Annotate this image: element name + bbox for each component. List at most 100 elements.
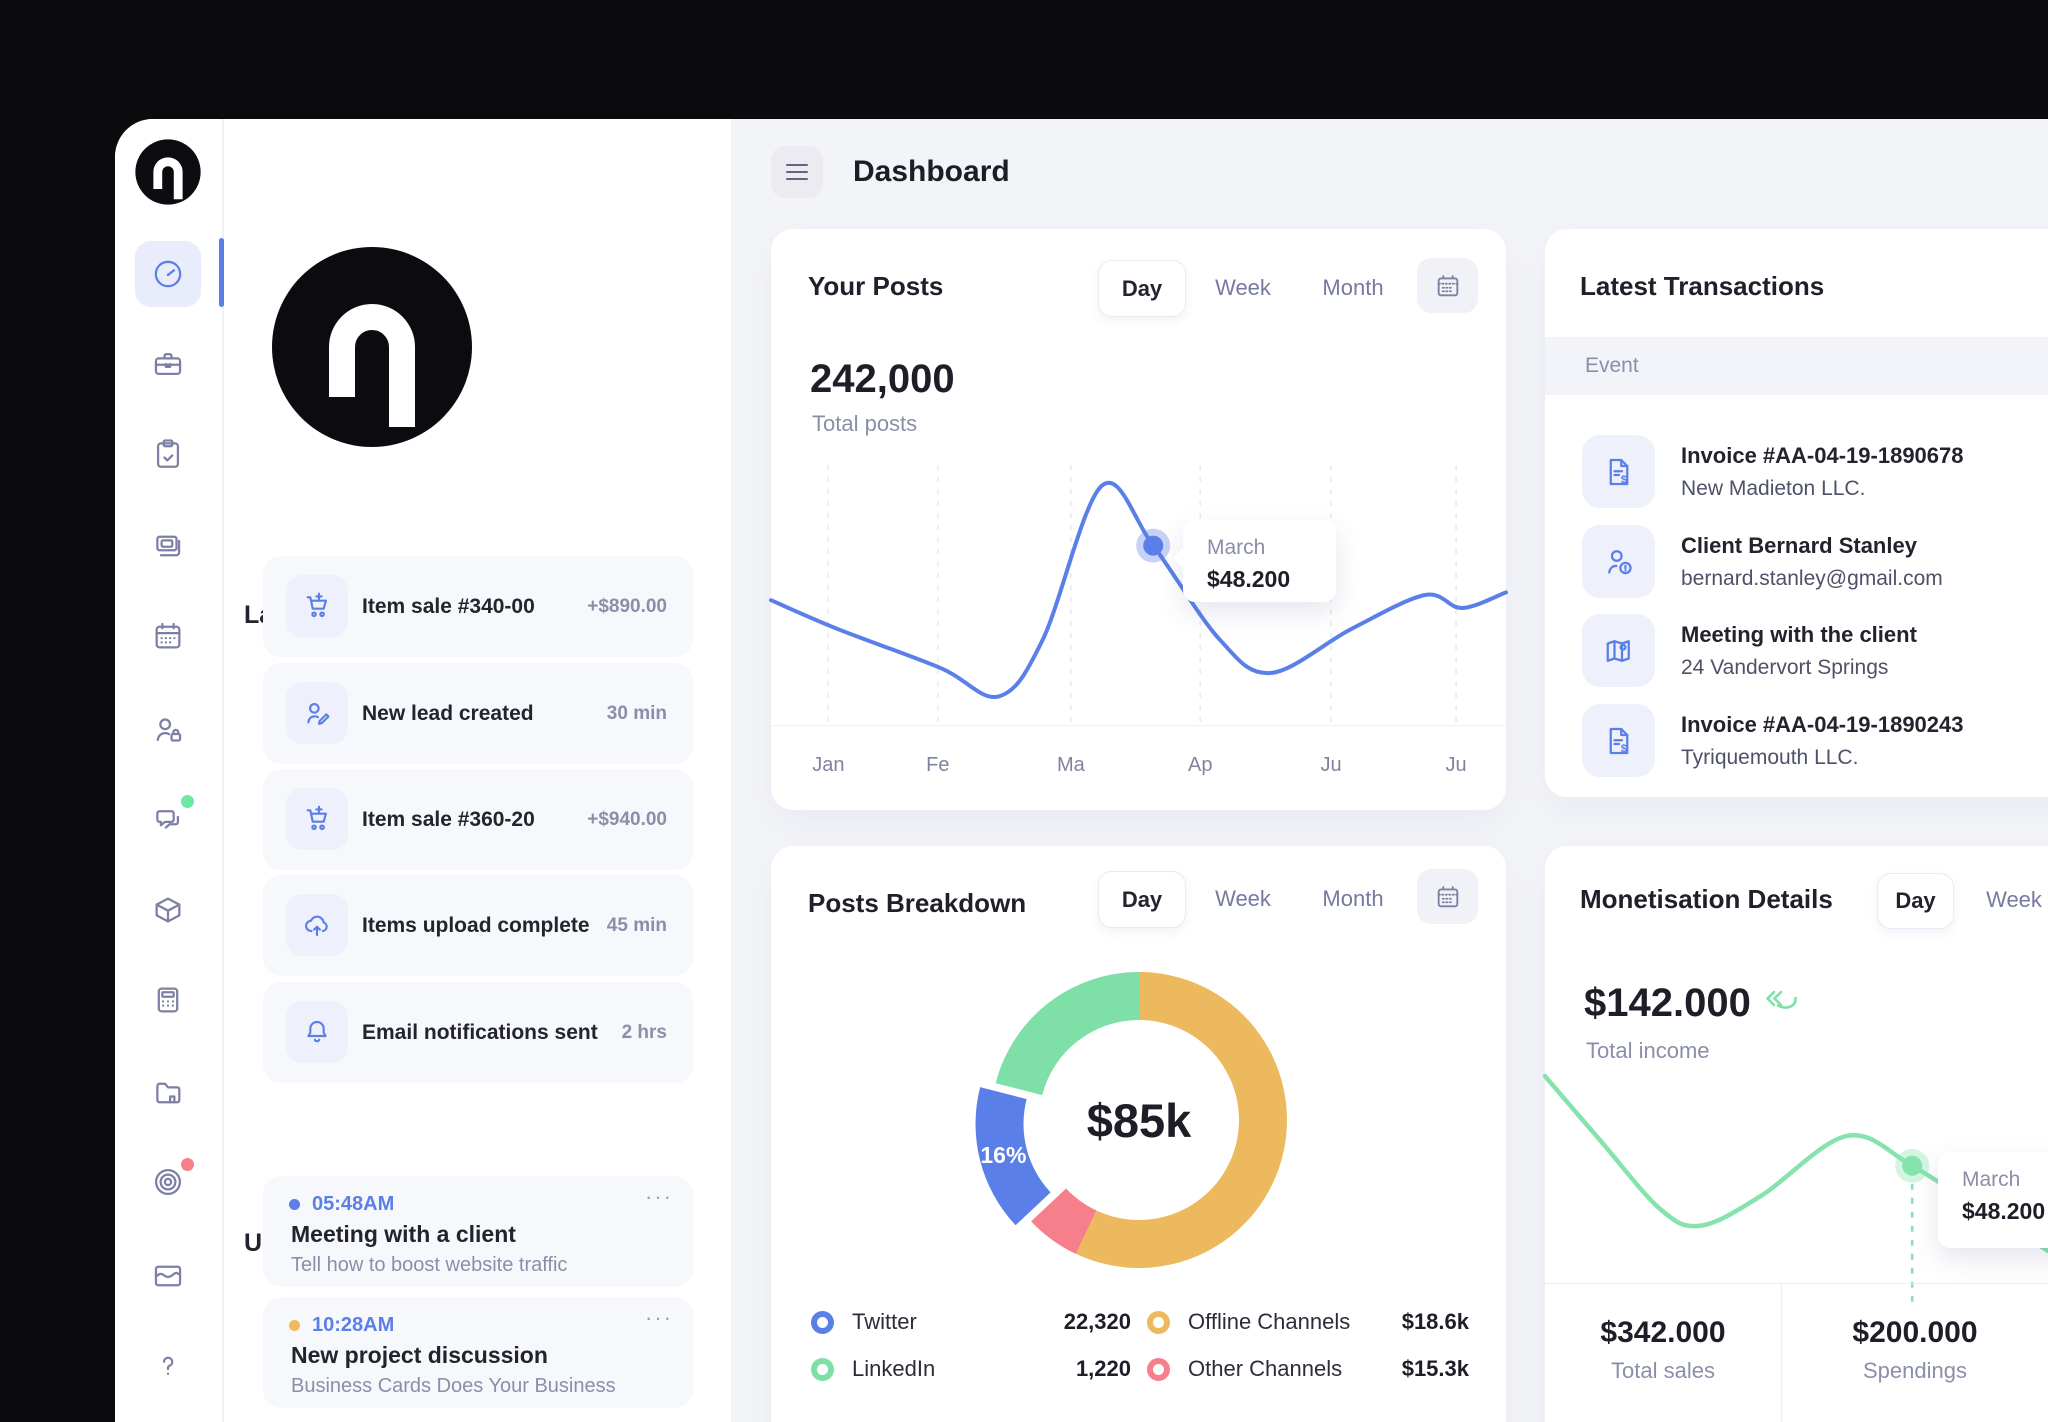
legend-value: $15.3k [1401,1356,1469,1381]
x-tick: Ju [1320,754,1342,776]
legend-item: Offline Channels $18.6k [1147,1300,1469,1344]
target-notification-dot [181,1158,194,1171]
tooltip-value: $48.200 [1962,1198,2046,1224]
app-window: Latest news Item sale #340-00 +$890.00 N… [115,119,2048,1422]
chat-icon[interactable] [151,802,185,836]
transaction-row[interactable]: Meeting with the client 24 Vandervort Sp… [1582,614,2048,694]
analytics-chart-icon[interactable] [151,1259,185,1293]
transactions-column-header: Event [1545,337,2048,395]
cart-plus-icon [286,788,348,850]
legend-value: 1,220 [1075,1356,1131,1381]
event-item[interactable]: 10:28AM ··· New project discussion Busin… [263,1297,693,1408]
windows-stack-icon[interactable] [151,529,185,563]
spendings-label: Spendings [1863,1358,1967,1383]
brand-logo-large [272,247,472,447]
legend-item: Other Channels $15.3k [1147,1347,1469,1391]
legend-label: Other Channels [1188,1356,1343,1381]
your-posts-card: Your Posts Day Week Month 242,000 Total … [769,229,1508,811]
news-item-title: Email notifications sent [362,1020,598,1044]
user-edit-icon [286,682,348,744]
transaction-row[interactable]: $ Invoice #AA-04-19-1890243 Tyriquemouth… [1582,704,2048,784]
legend-dot [811,1357,834,1381]
news-item[interactable]: Email notifications sent 2 hrs [263,982,693,1083]
x-axis: Jan Fe Ma Ap Ju Ju [771,725,1506,811]
event-time-dot [289,1199,300,1210]
svg-text:$: $ [1620,473,1627,485]
news-item-title: Item sale #340-00 [362,594,535,618]
tab-week[interactable]: Week [1215,885,1271,911]
event-menu-button[interactable]: ··· [645,1305,673,1330]
briefcase-icon[interactable] [151,347,185,381]
news-panel: Latest news Item sale #340-00 +$890.00 N… [223,119,731,1422]
transaction-row[interactable]: Client Bernard Stanley bernard.stanley@g… [1582,525,2048,605]
transaction-subtitle: New Madieton LLC. [1681,477,1866,500]
help-icon[interactable] [151,1349,185,1383]
chart-tooltip: March $48.200 [1183,520,1336,602]
svg-text:16%: 16% [980,1142,1026,1168]
posts-line-chart[interactable] [769,465,1508,725]
tab-week[interactable]: Week [1986,887,2042,912]
dashboard-gauge-icon[interactable] [151,257,185,291]
x-tick: Fe [926,754,950,776]
folder-icon[interactable] [151,1076,185,1110]
news-item-title: Items upload complete [362,913,590,937]
event-subtitle: Tell how to boost website traffic [291,1254,568,1276]
legend-value: 22,320 [1063,1309,1131,1334]
clipboard-check-icon[interactable] [151,437,185,471]
legend-item: Twitter 22,320 [811,1300,1131,1344]
target-icon[interactable] [151,1165,185,1199]
event-subtitle: Business Cards Does Your Business [291,1375,616,1397]
news-item-title: New lead created [362,701,534,725]
chat-notification-dot [181,795,194,808]
transaction-title: Meeting with the client [1681,622,1917,647]
event-item[interactable]: 05:48AM ··· Meeting with a client Tell h… [263,1176,693,1287]
tab-day[interactable]: Day [1098,260,1186,317]
transaction-row[interactable]: $ Invoice #AA-04-19-1890678 New Madieton… [1582,435,2048,515]
transaction-subtitle: 24 Vandervort Springs [1681,656,1889,679]
legend-label: LinkedIn [852,1356,936,1381]
cube-icon[interactable] [151,893,185,927]
posts-breakdown-card: Posts Breakdown Day Week Month 16% $85k … [771,846,1506,1422]
tab-month[interactable]: Month [1322,274,1384,300]
user-lock-icon[interactable] [151,713,185,747]
chart-tooltip: March $48.200 [1938,1152,2048,1248]
tab-month[interactable]: Month [1322,885,1384,911]
app-logo[interactable] [134,138,202,206]
x-tick: Ju [1445,754,1467,776]
total-sales-stat: $342.000 Total sales [1545,1316,1781,1384]
posts-breakdown-title: Posts Breakdown [808,888,1027,918]
tooltip-month: March [1962,1168,2021,1191]
total-posts-label: Total posts [812,411,918,436]
your-posts-title: Your Posts [808,271,944,301]
news-item-value: +$890.00 [587,595,667,617]
event-time: 05:48AM [312,1193,395,1215]
legend-item: LinkedIn 1,220 [811,1347,1131,1391]
news-item[interactable]: Item sale #340-00 +$890.00 [263,556,693,657]
posts-donut-chart[interactable]: 16% [975,960,1299,1280]
transactions-card: Latest Transactions Event $ Invoice #AA-… [1545,229,2048,797]
calculator-icon[interactable] [151,983,185,1017]
calendar-picker-button[interactable] [1417,869,1478,924]
tab-week[interactable]: Week [1215,274,1271,300]
total-income-value: $142.000 [1584,981,1751,1025]
legend-label: Twitter [852,1309,917,1334]
news-item-value: 30 min [606,702,667,724]
monetisation-card: Monetisation Details Day Week $142.000 T… [1542,846,2048,1422]
calendar-picker-button[interactable] [1417,258,1478,313]
spendings-value: $200.000 [1852,1316,1978,1349]
news-item[interactable]: Item sale #360-20 +$940.00 [263,769,693,870]
svg-text:$: $ [1620,742,1627,754]
event-menu-button[interactable]: ··· [645,1184,673,1209]
menu-toggle-button[interactable] [771,146,823,198]
sidebar [115,119,224,1422]
news-item-title: Item sale #360-20 [362,807,535,831]
news-item[interactable]: Items upload complete 45 min [263,875,693,976]
tab-day[interactable]: Day [1877,873,1954,929]
event-time-dot [289,1320,300,1331]
news-item-value: +$940.00 [587,808,667,830]
tab-day[interactable]: Day [1098,871,1186,928]
calendar-icon[interactable] [151,619,185,653]
legend-dot [811,1310,834,1334]
news-item[interactable]: New lead created 30 min [263,663,693,764]
x-tick: Jan [812,754,845,776]
